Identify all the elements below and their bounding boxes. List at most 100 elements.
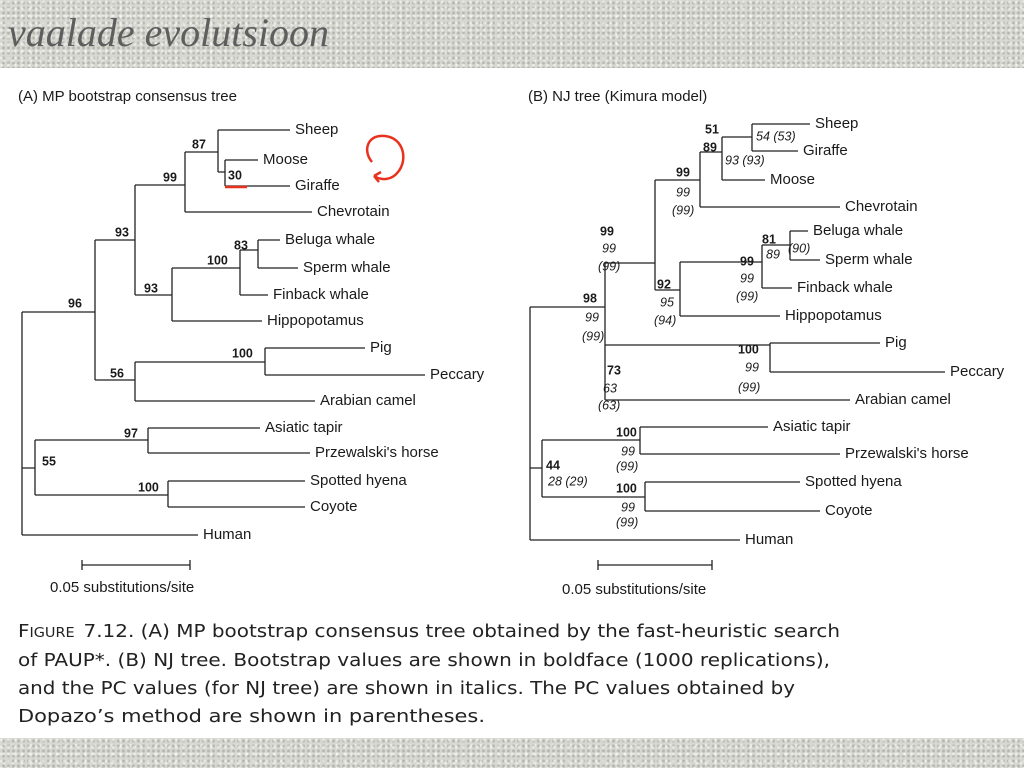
support-value: (90)	[788, 241, 810, 255]
taxon-label: Beluga whale	[285, 231, 375, 248]
scale-bar	[597, 560, 713, 570]
support-value: 54 (53)	[756, 129, 796, 143]
support-value: 96	[68, 296, 82, 310]
taxon-label: Asiatic tapir	[265, 419, 343, 436]
support-value: 99	[745, 360, 759, 374]
taxon-label: Peccary	[430, 366, 485, 383]
support-value: 100	[207, 253, 228, 267]
support-value: 89	[703, 140, 717, 154]
support-value: 99	[602, 241, 616, 255]
taxon-label: Przewalski's horse	[315, 444, 439, 461]
taxon-label: Spotted hyena	[310, 472, 407, 489]
red-annotation	[365, 134, 405, 183]
taxon-label: Chevrotain	[845, 198, 918, 215]
support-value: (99)	[582, 329, 604, 343]
support-value: (99)	[616, 515, 638, 529]
support-value: 93 (93)	[725, 153, 765, 167]
taxon-label: Giraffe	[803, 142, 848, 159]
support-value: 100	[616, 481, 637, 495]
support-value: 99	[621, 500, 635, 514]
texture-band	[0, 0, 1024, 68]
support-value: 100	[232, 346, 253, 360]
support-value: 81	[762, 232, 776, 246]
taxon-label: Hippopotamus	[267, 312, 364, 329]
support-value: 100	[138, 480, 159, 494]
taxon-label: Finback whale	[273, 286, 369, 303]
taxon-label: Pig	[885, 334, 907, 351]
taxon-label: Arabian camel	[855, 391, 951, 408]
support-value: 28 (29)	[547, 474, 588, 488]
support-value: 92	[657, 277, 671, 291]
texture-band	[0, 738, 1024, 768]
scale-bar	[81, 560, 191, 570]
tree-branches	[529, 123, 945, 541]
support-value: 87	[192, 137, 206, 151]
support-value: (63)	[598, 398, 620, 412]
taxon-label: Human	[745, 531, 793, 548]
support-value: (99)	[672, 203, 694, 217]
taxon-label: Arabian camel	[320, 392, 416, 409]
support-value: 56	[110, 366, 124, 380]
taxon-label: Moose	[770, 171, 815, 188]
caption-line: and the PC values (for NJ tree) are show…	[18, 678, 795, 699]
taxon-label: Asiatic tapir	[773, 418, 851, 435]
taxon-label: Finback whale	[797, 279, 893, 296]
taxon-label: Chevrotain	[317, 203, 390, 220]
support-value: 55	[42, 454, 56, 468]
support-value: 93	[115, 225, 129, 239]
taxon-label: Pig	[370, 339, 392, 356]
support-value: 99	[676, 165, 690, 179]
caption-line: Figure 7.12. (A) MP bootstrap consensus t…	[18, 621, 840, 642]
support-value: 95	[660, 295, 674, 309]
taxon-label: Sperm whale	[303, 259, 391, 276]
support-value: (99)	[738, 380, 760, 394]
support-value: 89	[766, 247, 780, 261]
taxon-label: Peccary	[950, 363, 1005, 380]
taxon-label: Human	[203, 526, 251, 543]
support-value: 99	[163, 170, 177, 184]
support-value: 44	[546, 458, 560, 472]
support-value: 83	[234, 238, 248, 252]
tree-branches	[21, 129, 425, 536]
support-value: 73	[607, 363, 621, 377]
taxon-label: Giraffe	[295, 177, 340, 194]
support-value: (99)	[598, 259, 620, 273]
support-value: 99	[621, 444, 635, 458]
caption-label: Figure	[18, 621, 75, 642]
taxon-label: Spotted hyena	[805, 473, 902, 490]
support-value: 100	[738, 342, 759, 356]
taxon-label: Przewalski's horse	[845, 445, 969, 462]
support-value: 98	[583, 291, 597, 305]
support-value: 99	[676, 185, 690, 199]
taxon-label: Moose	[263, 151, 308, 168]
support-value: 51	[705, 122, 719, 136]
scale-label: 0.05 substitutions/site	[562, 581, 706, 598]
support-value: 99	[585, 310, 599, 324]
caption-text: 7.12. (A) MP bootstrap consensus tree ob…	[83, 621, 840, 642]
support-value: (99)	[616, 459, 638, 473]
slide-title: vaalade evolutsioon	[8, 10, 329, 55]
taxon-label: Sperm whale	[825, 251, 913, 268]
support-value: 93	[144, 281, 158, 295]
support-value: 97	[124, 426, 138, 440]
taxon-label: Coyote	[825, 502, 873, 519]
taxon-label: Sheep	[295, 121, 338, 138]
caption-line: Dopazo’s method are shown in parentheses…	[18, 706, 485, 727]
scale-label: 0.05 substitutions/site	[50, 579, 194, 596]
taxon-label: Coyote	[310, 498, 358, 515]
support-value: 99	[600, 224, 614, 238]
panel-heading: (B) NJ tree (Kimura model)	[528, 88, 707, 105]
taxon-label: Hippopotamus	[785, 307, 882, 324]
support-value: (99)	[736, 289, 758, 303]
taxon-label: Beluga whale	[813, 222, 903, 239]
taxon-label: Sheep	[815, 115, 858, 132]
support-value: 99	[740, 271, 754, 285]
support-value: (94)	[654, 313, 676, 327]
support-value: 100	[616, 425, 637, 439]
support-value: 99	[740, 254, 754, 268]
support-value: 63	[603, 381, 617, 395]
panel-heading: (A) MP bootstrap consensus tree	[18, 88, 237, 105]
caption-line: of PAUP*. (B) NJ tree. Bootstrap values …	[18, 650, 830, 671]
